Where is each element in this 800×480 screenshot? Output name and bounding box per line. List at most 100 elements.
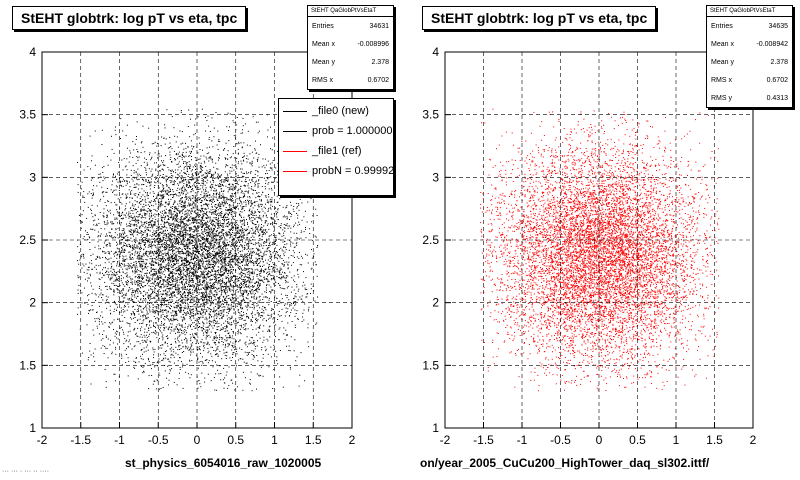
left-data-point (153, 380, 155, 382)
left-data-point (248, 200, 250, 202)
left-data-point (213, 320, 215, 321)
left-data-point (144, 157, 146, 159)
left-data-point (136, 280, 138, 282)
left-data-point (210, 187, 212, 189)
left-data-point (229, 208, 231, 210)
left-data-point (193, 287, 195, 289)
left-data-point (249, 216, 250, 218)
left-data-point (191, 222, 193, 224)
left-data-point (242, 258, 244, 260)
left-data-point (193, 269, 195, 271)
left-data-point (161, 302, 163, 304)
left-data-point (203, 195, 205, 197)
left-data-point (164, 143, 166, 145)
left-data-point (296, 244, 298, 246)
left-data-point (207, 260, 209, 262)
left-data-point (112, 237, 114, 239)
left-data-point (133, 217, 135, 219)
left-data-point (154, 152, 156, 154)
left-data-point (228, 285, 230, 287)
left-data-point (124, 259, 126, 261)
left-data-point (250, 220, 252, 222)
left-data-point (201, 243, 203, 245)
left-data-point (204, 193, 206, 195)
left-data-point (182, 262, 184, 264)
left-data-point (221, 291, 223, 293)
left-data-point (134, 345, 136, 347)
left-data-point (153, 254, 155, 256)
left-data-point (268, 284, 270, 286)
left-data-point (214, 238, 216, 239)
left-data-point (203, 295, 205, 297)
left-data-point (146, 240, 147, 242)
left-data-point (151, 263, 153, 265)
left-data-point (217, 297, 219, 299)
left-data-point (179, 211, 181, 213)
left-data-point (207, 373, 209, 375)
left-data-point (130, 215, 132, 217)
left-data-point (168, 274, 169, 276)
left-data-point (276, 213, 278, 215)
left-data-point (238, 152, 239, 154)
left-data-point (265, 203, 266, 205)
left-data-point (214, 313, 216, 315)
left-data-point (193, 298, 195, 300)
left-data-point (126, 235, 128, 237)
left-data-point (225, 207, 227, 208)
left-data-point (120, 233, 122, 235)
left-data-point (105, 252, 107, 254)
left-data-point (224, 241, 226, 243)
left-data-point (103, 274, 105, 276)
left-data-point (176, 212, 178, 214)
left-data-point (283, 327, 285, 329)
left-data-point (220, 280, 222, 282)
left-data-point (138, 242, 140, 244)
left-data-point (265, 250, 267, 252)
left-data-point (292, 262, 294, 264)
left-data-point (141, 265, 143, 267)
left-data-point (140, 309, 142, 311)
left-data-point (147, 204, 149, 206)
left-data-point (197, 250, 198, 252)
left-data-point (133, 261, 135, 263)
left-data-point (180, 228, 182, 230)
left-data-point (262, 216, 264, 218)
left-data-point (186, 342, 188, 344)
left-data-point (246, 258, 248, 260)
left-data-point (181, 326, 183, 328)
left-data-point (291, 286, 293, 288)
left-data-point (130, 259, 132, 260)
left-data-point (196, 288, 197, 290)
left-data-point (185, 207, 187, 209)
left-data-point (212, 186, 214, 188)
left-data-point (201, 170, 203, 171)
left-data-point (163, 299, 165, 301)
left-data-point (214, 332, 216, 333)
left-data-point (197, 238, 199, 240)
left-data-point (190, 340, 192, 342)
left-data-point (78, 276, 80, 278)
left-data-point (150, 264, 152, 266)
left-data-point (223, 219, 225, 221)
left-data-point (177, 332, 179, 333)
left-data-point (248, 203, 249, 205)
left-data-point (238, 266, 240, 267)
left-data-point (227, 298, 229, 299)
left-data-point (172, 246, 174, 248)
left-data-point (164, 124, 166, 126)
left-data-point (225, 232, 227, 234)
left-data-point (103, 353, 105, 354)
left-data-point (262, 364, 264, 366)
left-data-point (182, 259, 184, 261)
left-data-point (254, 202, 256, 204)
left-data-point (220, 212, 222, 214)
left-data-point (200, 303, 202, 305)
left-data-point (177, 210, 179, 212)
left-data-point (278, 271, 280, 273)
left-data-point (148, 335, 150, 337)
left-data-point (178, 205, 180, 207)
left-data-point (200, 168, 202, 170)
left-data-point (130, 169, 132, 171)
left-data-point (208, 328, 210, 330)
left-data-point (221, 338, 223, 340)
